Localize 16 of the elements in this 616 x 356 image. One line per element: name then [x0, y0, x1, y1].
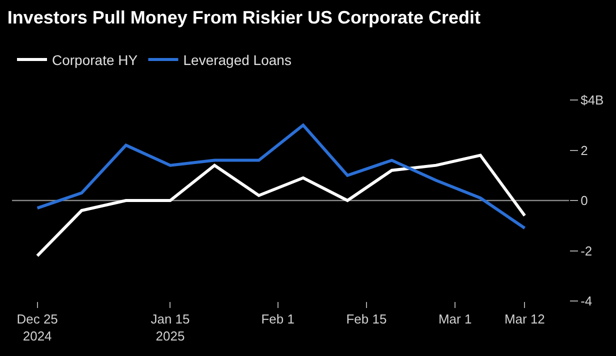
x-tick-label: Dec 25 2024	[16, 312, 58, 344]
legend-label: Leveraged Loans	[183, 52, 292, 68]
x-tick-label: Feb 15	[346, 312, 387, 327]
x-tick-label: Mar 12	[504, 312, 545, 327]
x-tick-label: Feb 1	[261, 312, 294, 327]
x-tick-label: Mar 1	[438, 312, 472, 327]
line-series	[36, 124, 526, 230]
chart-title: Investors Pull Money From Riskier US Corporate Credit	[7, 7, 481, 28]
y-tick-label: 2	[580, 142, 588, 158]
y-tick-label: 0	[580, 193, 588, 208]
x-tick-label: Jan 15 2025	[150, 312, 190, 344]
line-series	[36, 154, 526, 258]
y-tick-label: $4B	[580, 92, 604, 108]
y-tick-label: -2	[580, 243, 592, 258]
legend-label: Corporate HY	[52, 52, 138, 68]
y-tick-label: -4	[580, 294, 592, 309]
